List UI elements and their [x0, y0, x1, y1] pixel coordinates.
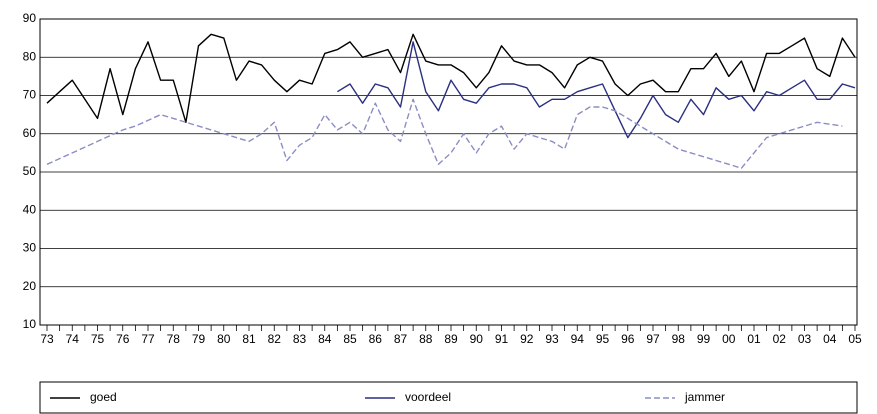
- x-tick-label: 96: [621, 332, 635, 346]
- legend-label: jammer: [684, 390, 725, 404]
- y-tick-label: 60: [23, 126, 37, 140]
- x-tick-label: 77: [141, 332, 155, 346]
- x-tick-label: 76: [116, 332, 130, 346]
- x-tick-label: 93: [545, 332, 559, 346]
- x-tick-label: 99: [697, 332, 711, 346]
- x-tick-label: 83: [293, 332, 307, 346]
- x-tick-label: 86: [369, 332, 383, 346]
- y-tick-label: 80: [23, 49, 37, 63]
- x-tick-label: 02: [773, 332, 787, 346]
- x-tick-label: 81: [242, 332, 256, 346]
- x-tick-label: 98: [672, 332, 686, 346]
- x-tick-label: 00: [722, 332, 736, 346]
- x-tick-label: 80: [217, 332, 231, 346]
- legend-label: goed: [90, 390, 117, 404]
- x-tick-label: 78: [167, 332, 181, 346]
- x-tick-label: 92: [520, 332, 534, 346]
- y-tick-label: 30: [23, 241, 37, 255]
- x-tick-label: 74: [66, 332, 80, 346]
- x-tick-label: 82: [268, 332, 282, 346]
- x-tick-label: 89: [444, 332, 458, 346]
- x-tick-label: 84: [318, 332, 332, 346]
- x-tick-label: 01: [747, 332, 761, 346]
- series-line: [46, 33, 856, 123]
- series-line: [337, 41, 856, 139]
- y-tick-label: 40: [23, 202, 37, 216]
- x-tick-label: 95: [596, 332, 610, 346]
- x-tick-label: 90: [470, 332, 484, 346]
- legend-box: [39, 381, 858, 414]
- series-line: [46, 98, 843, 169]
- y-tick-label: 20: [23, 279, 37, 293]
- x-tick-label: 85: [343, 332, 357, 346]
- x-tick-label: 79: [192, 332, 206, 346]
- x-tick-label: 04: [823, 332, 837, 346]
- x-tick-label: 91: [495, 332, 509, 346]
- x-tick-label: 05: [848, 332, 862, 346]
- x-tick-label: 03: [798, 332, 812, 346]
- legend-label: voordeel: [405, 390, 451, 404]
- x-tick-label: 73: [40, 332, 54, 346]
- x-tick-label: 97: [646, 332, 660, 346]
- y-tick-label: 50: [23, 164, 37, 178]
- x-tick-label: 87: [394, 332, 408, 346]
- y-tick-label: 10: [23, 317, 37, 331]
- x-tick-label: 88: [419, 332, 433, 346]
- y-tick-label: 90: [23, 11, 37, 25]
- y-tick-label: 70: [23, 88, 37, 102]
- x-tick-label: 75: [91, 332, 105, 346]
- x-tick-label: 94: [571, 332, 585, 346]
